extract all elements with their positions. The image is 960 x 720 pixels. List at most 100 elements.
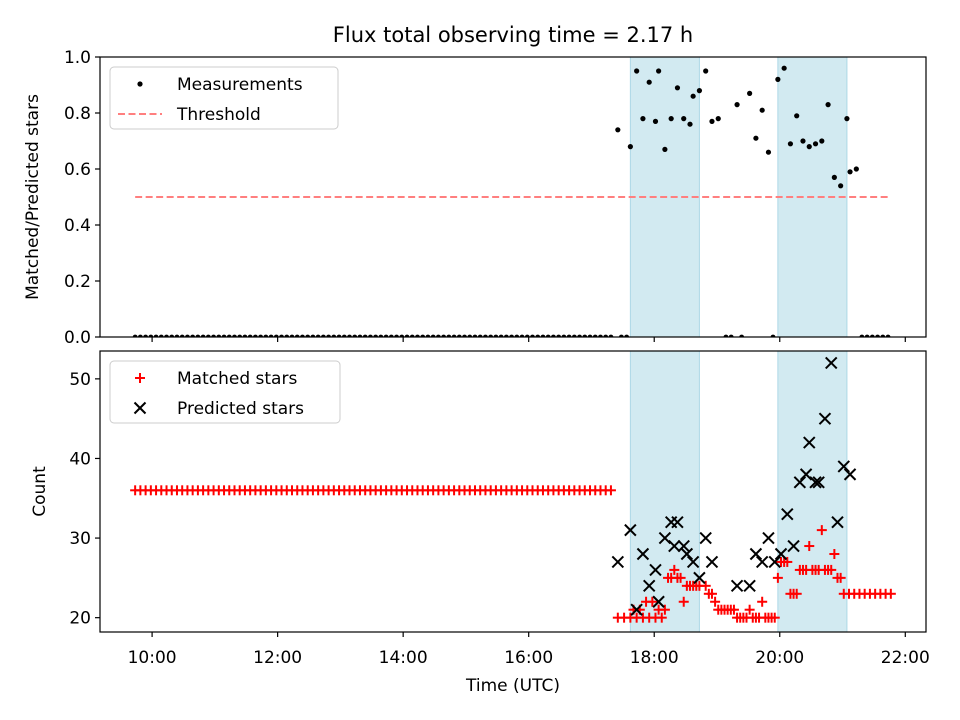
measurement-point (656, 68, 662, 74)
predicted-star-point (642, 579, 656, 593)
cross-b (749, 547, 763, 561)
cross-b (705, 555, 719, 569)
cross-b (611, 555, 625, 569)
measurement-point (690, 93, 696, 99)
measurement-point (715, 116, 721, 122)
measurement-point (825, 102, 831, 108)
cross-b (652, 595, 665, 608)
predicted-star-point (630, 603, 643, 616)
matched-star-point (700, 580, 711, 591)
matched-star-point (791, 588, 802, 599)
measurement-point (674, 85, 681, 91)
y-tick-label: 0.0 (64, 328, 91, 348)
predicted-star-point (624, 523, 637, 537)
cross-b (799, 468, 813, 481)
cross-b (787, 539, 800, 553)
measurement-point (812, 141, 819, 147)
cross-b (781, 507, 794, 521)
matched-star-point (885, 588, 896, 599)
measurement-point (753, 135, 759, 141)
cross-b (809, 476, 822, 489)
predicted-star-point (649, 563, 662, 577)
cross-b (658, 531, 672, 545)
predicted-star-point (705, 555, 719, 569)
y-tick-label: 1.0 (64, 48, 91, 68)
cross-b (693, 571, 706, 585)
predicted-star-point (677, 539, 690, 553)
x-tick-label: 16:00 (504, 648, 553, 668)
matched-star-point (835, 572, 846, 583)
cross-b (624, 523, 637, 537)
measurement-point (759, 107, 765, 113)
measurement-point (634, 68, 640, 74)
cross-b (668, 539, 681, 553)
matched-star-point (829, 548, 840, 559)
plot-area (130, 356, 896, 623)
axes-frame (99, 350, 927, 633)
cross-b (636, 547, 650, 561)
x-tick-label: 20:00 (755, 648, 804, 668)
measurement-point (646, 79, 652, 85)
predicted-star-point (799, 468, 813, 481)
measurement-point (765, 149, 772, 155)
predicted-star-point (843, 468, 857, 481)
measurement-point (681, 116, 687, 122)
matched-star-point (772, 572, 783, 583)
measurement-point (696, 88, 703, 94)
cross-b (812, 476, 825, 489)
measurement-point (640, 116, 646, 122)
predicted-star-point (793, 476, 807, 489)
predicted-star-point (636, 547, 650, 561)
predicted-star-point (611, 555, 625, 569)
measurement-point (652, 118, 659, 124)
legend-label: Matched stars (177, 369, 297, 389)
y-tick-label: 0.6 (64, 160, 91, 180)
matched-star-point (744, 604, 755, 615)
predicted-star-point (831, 515, 844, 529)
predicted-star-point (668, 539, 681, 553)
measurement-point (703, 68, 709, 74)
matched-star-point (605, 485, 616, 496)
predicted-star-point (699, 531, 712, 545)
predicted-star-point (749, 547, 763, 561)
cross-b (649, 563, 662, 577)
legend-label: Threshold (176, 105, 261, 125)
matched-star-point (675, 572, 686, 583)
predicted-star-point (812, 476, 825, 489)
cross-b (677, 539, 690, 553)
measurement-point (775, 76, 781, 82)
matched-star-point (659, 604, 670, 615)
matched-star-point (769, 612, 780, 623)
measurement-point (687, 121, 693, 127)
matched-star-point (816, 525, 827, 536)
legend-marker-predicted-b (133, 401, 147, 415)
matched-star-point (706, 588, 717, 599)
top-panel-ratio: 0.0 0.2 0.4 0.6 0.8 1.0 Matched/Predicted star… (23, 48, 927, 348)
cross-b (671, 515, 684, 529)
cross-b (642, 579, 656, 593)
y-tick-label: 20 (69, 609, 91, 629)
measurement-point (819, 138, 825, 144)
matched-star-point (678, 596, 689, 607)
observing-span-2 (777, 350, 848, 633)
cross-b (793, 476, 807, 489)
legend-label: Measurements (177, 75, 303, 95)
measurement-point (831, 174, 837, 180)
x-tick-label: 12:00 (253, 648, 302, 668)
predicted-star-point (787, 539, 800, 553)
predicted-star-point (743, 579, 756, 593)
matched-star-point (826, 564, 837, 575)
x-tick-label: 10:00 (128, 648, 177, 668)
y-tick-label: 30 (69, 529, 91, 549)
matched-star-point (804, 541, 815, 552)
y-tick-label: 0.2 (64, 272, 91, 292)
measurement-point (838, 183, 844, 189)
measurement-point (734, 102, 740, 108)
cross-b (768, 555, 781, 569)
matched-star-point (647, 596, 658, 607)
measurement-point (615, 127, 621, 133)
x-axis-label: Time (UTC) (465, 676, 560, 696)
predicted-star-point (803, 436, 816, 449)
measurement-point (847, 169, 853, 175)
